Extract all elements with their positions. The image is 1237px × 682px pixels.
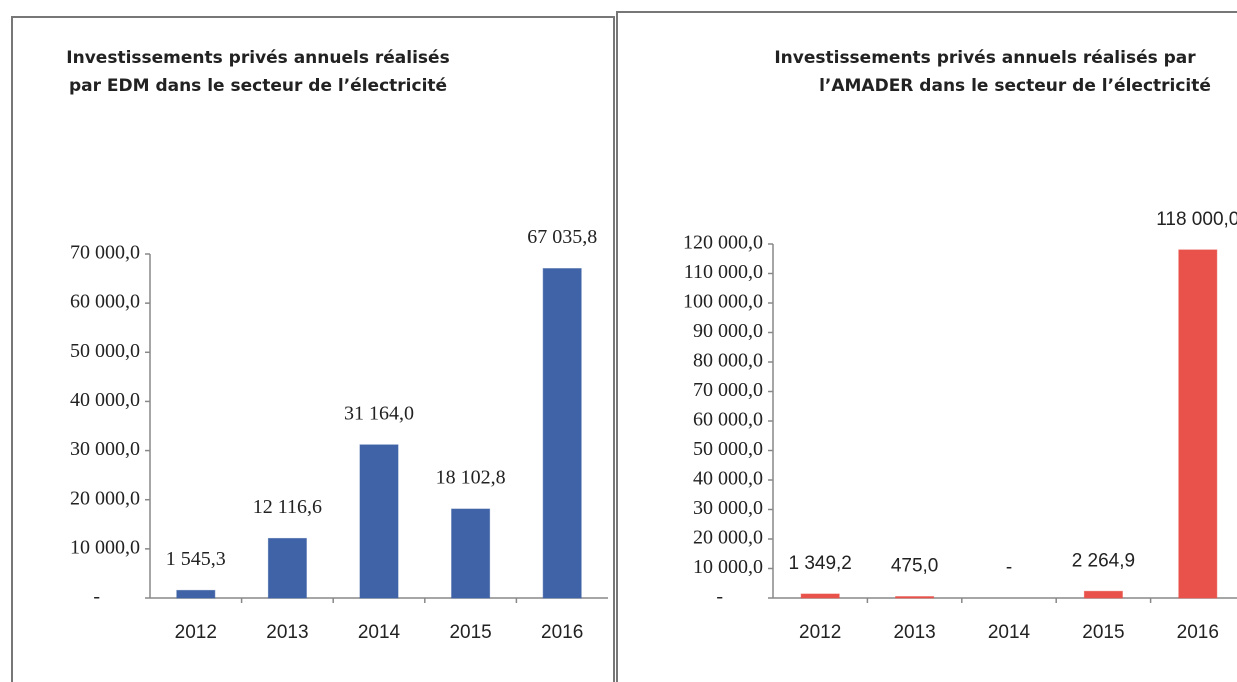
data-label: 12 116,6: [253, 496, 322, 518]
bar: [1178, 249, 1218, 599]
x-tick-label: 2013: [893, 622, 935, 643]
y-tick-label: 10 000,0: [70, 536, 140, 558]
data-label: 67 035,8: [527, 226, 597, 248]
panel-frame: [616, 11, 1237, 682]
bar: [176, 589, 216, 599]
data-label: 2 264,9: [1072, 550, 1135, 571]
y-tick-label: 90 000,0: [693, 320, 763, 342]
chart-title: Investissements privés annuels réalisés …: [774, 48, 1196, 68]
data-label: 118 000,0: [1156, 209, 1237, 230]
chart-title: l’AMADER dans le secteur de l’électricit…: [819, 76, 1211, 96]
y-tick-label: 70 000,0: [70, 242, 140, 264]
y-tick-label: 110 000,0: [684, 261, 763, 283]
data-label: 18 102,8: [436, 467, 506, 489]
y-tick-label: 50 000,0: [70, 340, 140, 362]
y-tick-label: -: [93, 586, 100, 608]
y-tick-label: 30 000,0: [693, 497, 763, 519]
data-label: 31 164,0: [344, 402, 414, 424]
y-tick-label: 70 000,0: [693, 379, 763, 401]
chart-title: par EDM dans le secteur de l’électricité: [69, 76, 447, 96]
bar: [451, 508, 491, 599]
x-tick-label: 2014: [358, 622, 401, 643]
bar: [267, 537, 307, 599]
y-tick-label: 60 000,0: [70, 291, 140, 313]
y-tick-label: 40 000,0: [693, 468, 763, 490]
bar: [542, 268, 582, 599]
bar: [1083, 590, 1123, 599]
y-tick-label: 40 000,0: [70, 389, 140, 411]
data-label: 1 349,2: [788, 553, 851, 574]
y-tick-label: 60 000,0: [693, 409, 763, 431]
x-tick-label: 2016: [1177, 622, 1219, 643]
x-tick-label: 2014: [988, 622, 1031, 643]
bar: [895, 596, 935, 599]
y-tick-label: 10 000,0: [693, 556, 763, 578]
y-tick-label: 50 000,0: [693, 438, 763, 460]
y-tick-label: 30 000,0: [70, 438, 140, 460]
y-tick-label: 120 000,0: [683, 232, 763, 254]
data-label: 475,0: [891, 556, 939, 577]
data-label: -: [1006, 557, 1012, 578]
data-label: 1 545,3: [166, 548, 226, 570]
x-tick-label: 2015: [449, 622, 491, 643]
x-tick-label: 2013: [266, 622, 308, 643]
x-tick-label: 2012: [799, 622, 841, 643]
x-tick-label: 2016: [541, 622, 583, 643]
panel-frame: [11, 16, 615, 682]
bar: [800, 593, 840, 599]
y-tick-label: 80 000,0: [693, 350, 763, 372]
x-tick-label: 2012: [175, 622, 217, 643]
bar: [359, 444, 399, 599]
y-tick-label: 20 000,0: [693, 527, 763, 549]
y-tick-label: 20 000,0: [70, 487, 140, 509]
y-tick-label: 100 000,0: [683, 291, 763, 313]
x-tick-label: 2015: [1082, 622, 1124, 643]
chart-title: Investissements privés annuels réalisés: [66, 48, 449, 68]
y-tick-label: -: [716, 586, 723, 608]
